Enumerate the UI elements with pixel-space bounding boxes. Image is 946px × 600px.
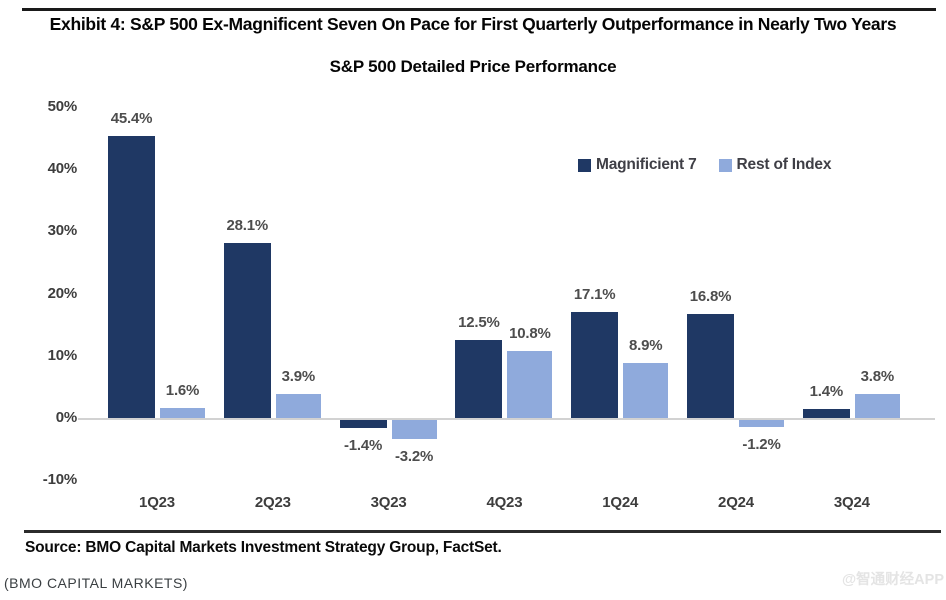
y-axis-tick: 30% bbox=[47, 222, 78, 240]
value-label-rest-3q23: -3.2% bbox=[395, 448, 434, 466]
x-axis-tick-1q24: 1Q24 bbox=[602, 494, 639, 511]
exhibit-title: Exhibit 4: S&P 500 Ex-Magnificent Seven … bbox=[49, 14, 897, 34]
legend-item: Magnificient 7 bbox=[578, 156, 697, 174]
value-label-m7-1q24: 17.1% bbox=[573, 285, 616, 303]
value-label-m7-2q23: 28.1% bbox=[226, 217, 269, 235]
bar-rest-2q24 bbox=[739, 419, 784, 427]
x-axis-tick-2q23: 2Q23 bbox=[254, 494, 291, 511]
bar-m7-1q23 bbox=[108, 135, 155, 418]
y-axis-tick: 0% bbox=[55, 409, 77, 426]
y-axis-tick: 40% bbox=[47, 160, 78, 178]
value-label-m7-3q24: 1.4% bbox=[809, 383, 844, 401]
bar-m7-2q24 bbox=[687, 313, 734, 418]
x-axis-tick-3q23: 3Q23 bbox=[370, 494, 407, 511]
watermark: @智通财经APP bbox=[842, 572, 944, 588]
y-axis-tick: 50% bbox=[47, 98, 78, 115]
y-axis-tick: 10% bbox=[47, 346, 78, 364]
value-label-rest-2q23: 3.9% bbox=[281, 367, 316, 385]
bar-m7-4q23 bbox=[455, 340, 503, 418]
top-rule bbox=[22, 8, 936, 11]
bar-rest-1q24 bbox=[623, 362, 669, 418]
bar-rest-1q23 bbox=[160, 408, 205, 418]
publisher-credit: (BMO CAPITAL MARKETS) bbox=[4, 575, 188, 591]
y-axis-tick: -10% bbox=[42, 471, 77, 489]
chart-title: S&P 500 Detailed Price Performance bbox=[329, 57, 617, 76]
bar-m7-3q23 bbox=[339, 419, 387, 429]
x-axis-tick-1q23: 1Q23 bbox=[139, 494, 175, 511]
value-label-m7-2q24: 16.8% bbox=[689, 287, 732, 305]
legend-swatch-icon bbox=[578, 158, 591, 172]
bar-m7-3q24 bbox=[802, 409, 850, 418]
zero-baseline bbox=[78, 418, 935, 420]
value-label-m7-1q23: 45.4% bbox=[110, 109, 153, 127]
bottom-rule bbox=[24, 530, 941, 533]
bar-rest-4q23 bbox=[507, 350, 553, 418]
value-label-rest-1q24: 8.9% bbox=[628, 336, 663, 354]
legend-swatch-icon bbox=[718, 158, 732, 172]
y-axis-tick: 20% bbox=[47, 284, 78, 302]
bar-rest-3q24 bbox=[854, 394, 900, 418]
value-label-m7-3q23: -1.4% bbox=[344, 437, 383, 455]
legend-label: Magnificient 7 bbox=[596, 156, 697, 173]
legend-label: Rest of Index bbox=[736, 156, 832, 173]
x-axis-tick-2q24: 2Q24 bbox=[718, 494, 754, 511]
bar-m7-2q23 bbox=[223, 243, 271, 418]
value-label-rest-4q23: 10.8% bbox=[509, 324, 551, 342]
bar-rest-3q23 bbox=[391, 419, 437, 440]
x-axis-tick-4q23: 4Q23 bbox=[486, 494, 523, 511]
bar-m7-1q24 bbox=[571, 311, 619, 418]
value-label-rest-2q24: -1.2% bbox=[742, 435, 781, 453]
value-label-rest-1q23: 1.6% bbox=[165, 382, 200, 400]
source-note: Source: BMO Capital Markets Investment S… bbox=[25, 539, 502, 556]
value-label-m7-4q23: 12.5% bbox=[458, 314, 500, 332]
chart-legend: Magnificient 7 Rest of Index bbox=[578, 156, 831, 174]
value-label-rest-3q24: 3.8% bbox=[860, 368, 895, 386]
legend-item: Rest of Index bbox=[718, 156, 832, 174]
bar-rest-2q23 bbox=[275, 393, 321, 418]
x-axis-tick-3q24: 3Q24 bbox=[833, 494, 870, 511]
